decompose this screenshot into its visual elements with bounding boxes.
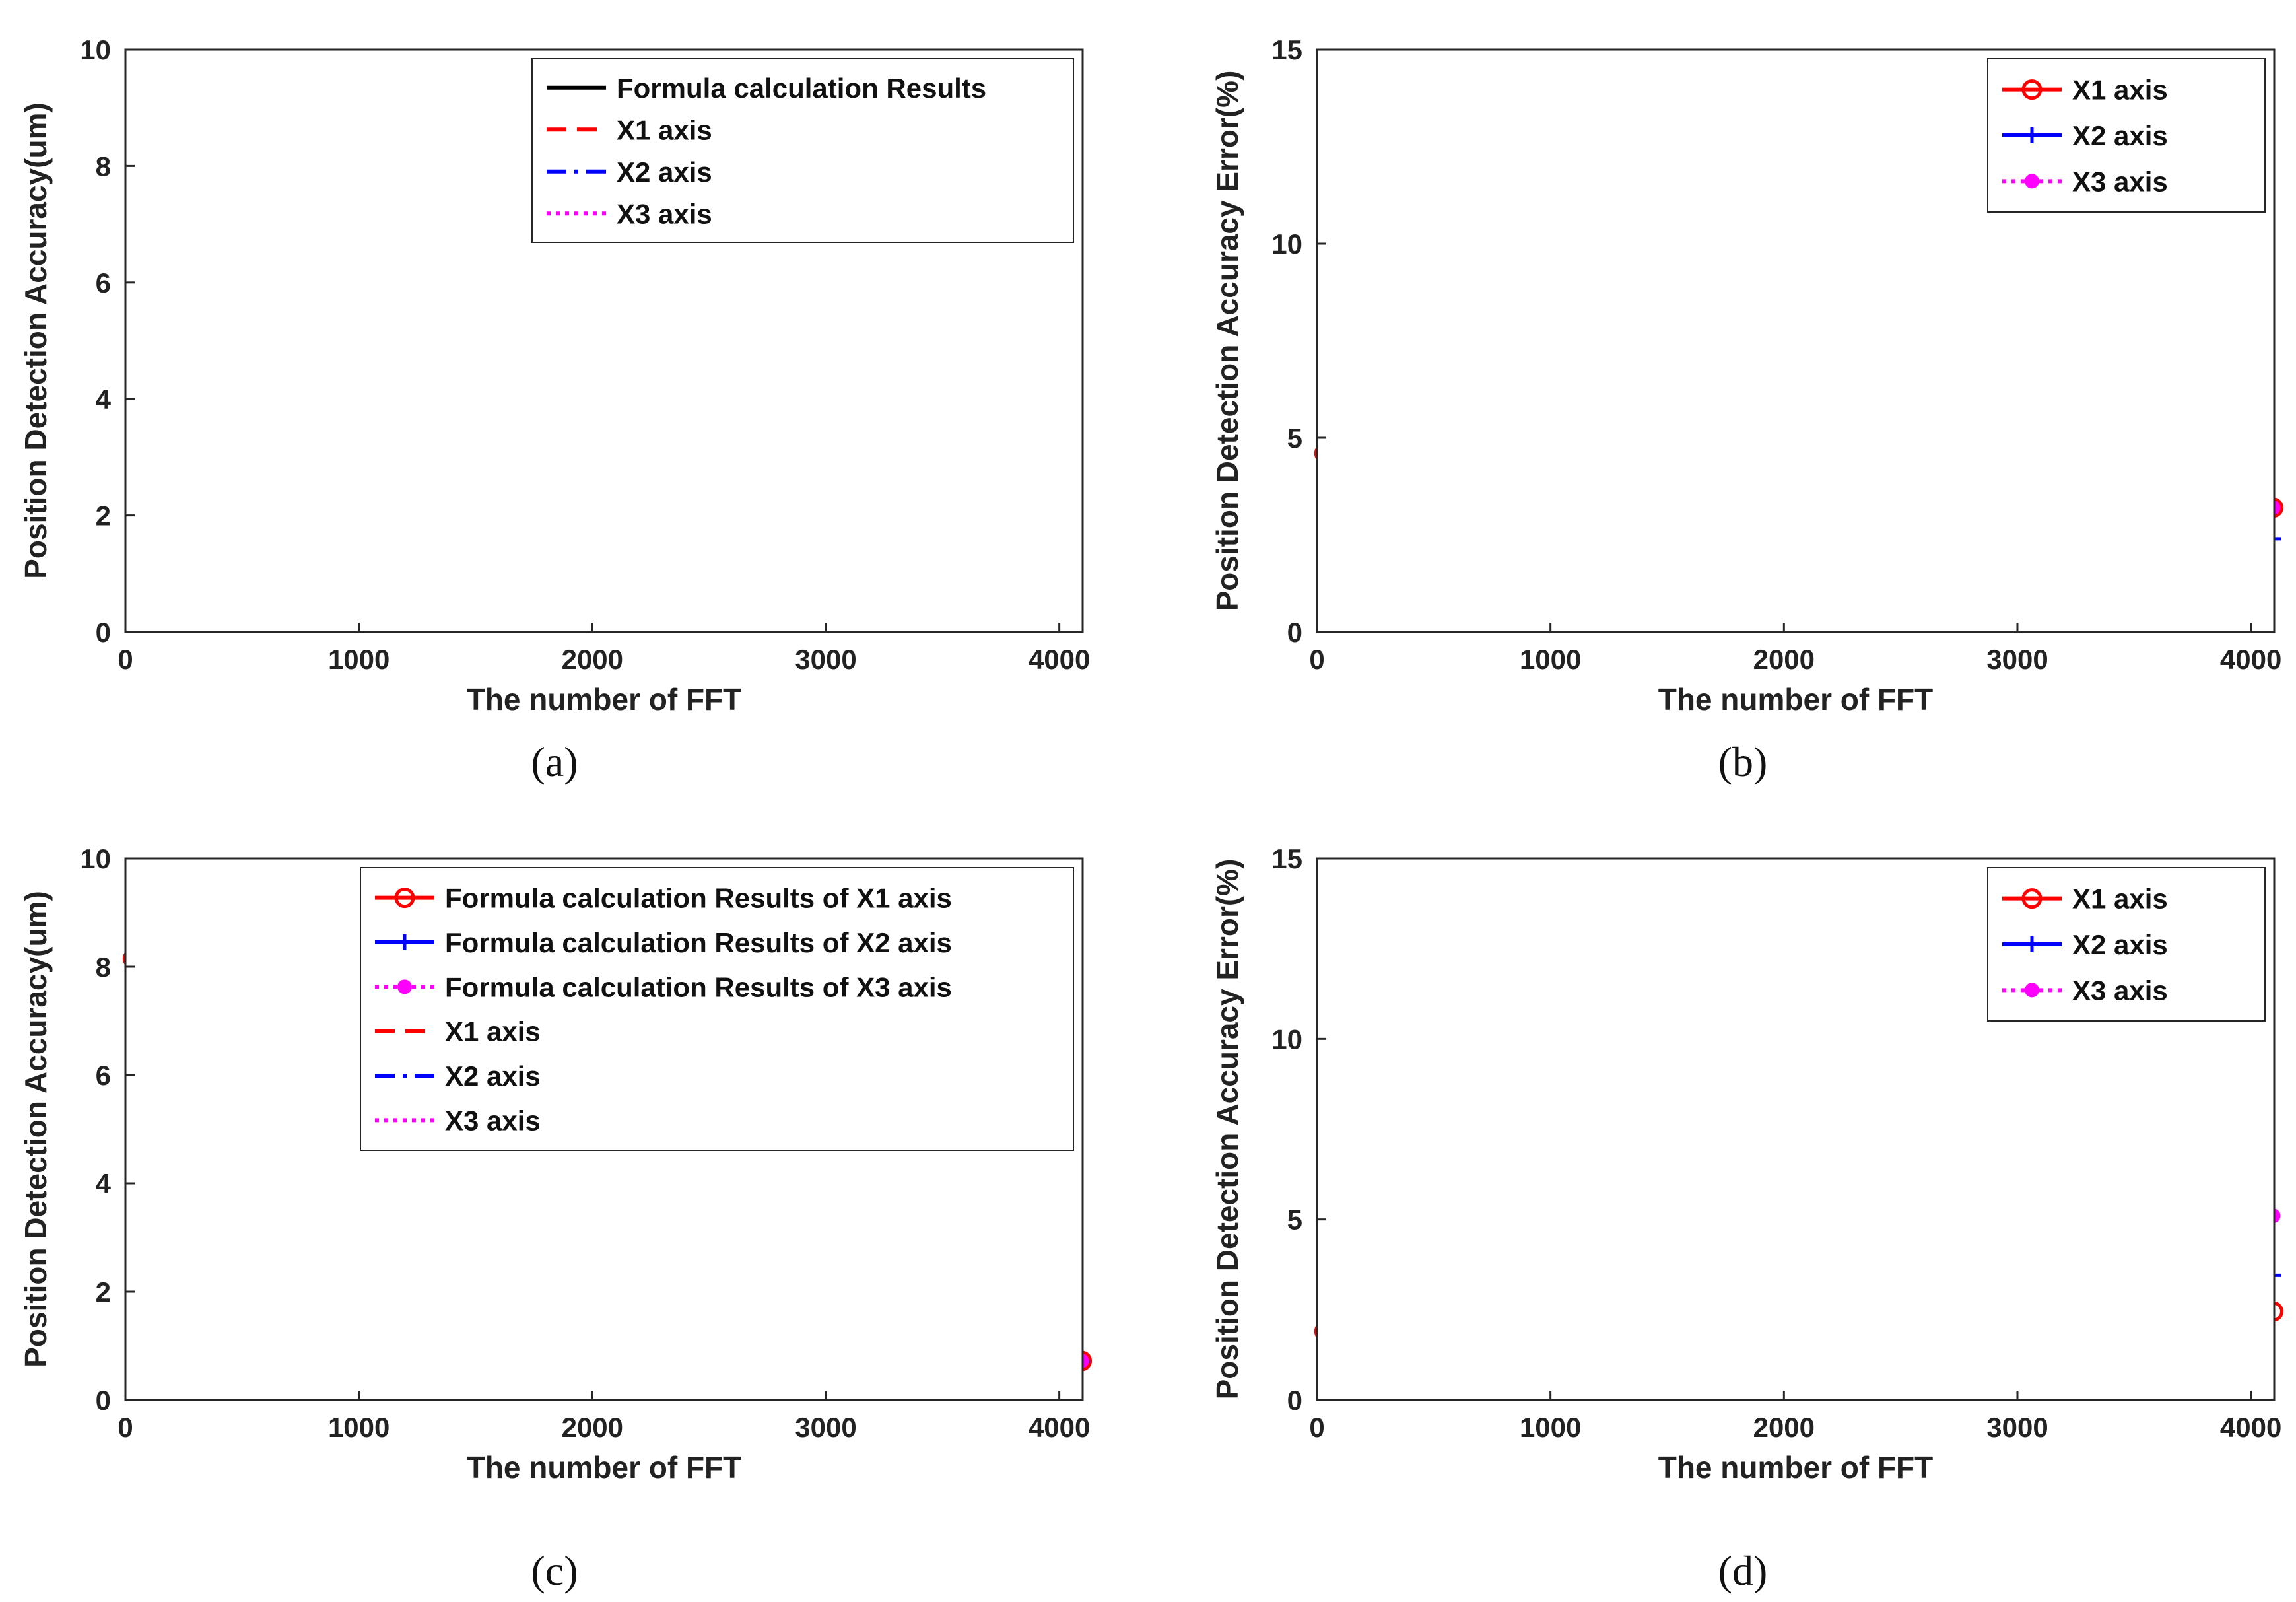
x-tick-label-a-2: 2000 (562, 644, 623, 675)
caption-b: (b) (1718, 738, 1768, 785)
legend-marker-b-2 (2025, 174, 2039, 189)
legend-marker-c-0 (394, 888, 415, 909)
legend-label-b-0: X1 axis (2072, 75, 2168, 106)
caption-d: (d) (1718, 1547, 1768, 1594)
caption-c: (c) (531, 1547, 578, 1594)
x-axis-title-a: The number of FFT (467, 682, 742, 716)
x-tick-label-c-1: 1000 (328, 1412, 389, 1443)
legend-label-b-2: X3 axis (2072, 166, 2168, 197)
y-axis-title-c: Position Detection Accuracy(um) (18, 891, 53, 1368)
legend-label-c-0: Formula calculation Results of X1 axis (445, 883, 952, 914)
x-tick-label-a-0: 0 (118, 644, 133, 675)
x-tick-label-c-0: 0 (118, 1412, 133, 1443)
x-tick-label-b-3: 3000 (1986, 644, 2048, 675)
y-tick-label-d-2: 10 (1271, 1024, 1302, 1055)
y-tick-label-a-1: 2 (96, 501, 111, 532)
x-tick-label-d-0: 0 (1309, 1412, 1324, 1443)
legend-label-a-2: X2 axis (617, 157, 712, 188)
y-tick-label-b-1: 5 (1287, 423, 1302, 454)
x-axis-title-b: The number of FFT (1658, 682, 1934, 716)
x-tick-label-b-0: 0 (1309, 644, 1324, 675)
y-tick-label-b-0: 0 (1287, 617, 1302, 648)
y-tick-label-c-5: 10 (80, 843, 111, 874)
x-tick-label-a-3: 3000 (795, 644, 856, 675)
x-tick-label-c-3: 3000 (795, 1412, 856, 1443)
y-tick-label-a-2: 4 (96, 384, 112, 415)
y-axis-title-d: Position Detection Accuracy Error(%) (1210, 859, 1244, 1400)
panel-c: 0 1000 2000 3000 4000 0 2 4 6 8 10 The number of FF… (18, 843, 1093, 1484)
x-tick-label-d-1: 1000 (1520, 1412, 1581, 1443)
y-tick-label-a-0: 0 (96, 617, 111, 648)
y-tick-label-c-0: 0 (96, 1385, 111, 1416)
legend-c (360, 867, 1074, 1151)
x-tick-label-c-4: 4000 (1029, 1412, 1090, 1443)
legend-marker-d-0 (2021, 888, 2043, 909)
y-tick-label-c-3: 6 (96, 1060, 111, 1091)
panel-b: 0 1000 2000 3000 4000 0 5 10 15 The number of FFT… (1210, 34, 2284, 716)
y-tick-label-b-2: 10 (1271, 228, 1302, 260)
x-tick-label-d-4: 4000 (2220, 1412, 2281, 1443)
x-tick-label-d-3: 3000 (1986, 1412, 2048, 1443)
panel-a: 0 1000 2000 3000 4000 0 2 4 6 8 10 The number of FF… (18, 34, 1090, 716)
y-tick-label-a-5: 10 (80, 34, 111, 65)
y-tick-label-a-4: 8 (96, 151, 111, 182)
legend-label-c-5: X3 axis (445, 1105, 541, 1136)
legend-label-a-3: X3 axis (617, 198, 712, 229)
legend-label-d-2: X3 axis (2072, 975, 2168, 1006)
legend-label-a-0: Formula calculation Results (617, 73, 986, 104)
legend-label-b-1: X2 axis (2072, 120, 2168, 151)
panel-d: 0 1000 2000 3000 4000 0 5 10 15 The number of FFT… (1210, 843, 2284, 1484)
legend-marker-d-1 (2024, 936, 2040, 952)
x-tick-label-a-4: 4000 (1029, 644, 1090, 675)
legend-label-c-3: X1 axis (445, 1016, 541, 1047)
y-tick-label-c-1: 2 (96, 1276, 111, 1307)
legend-a (531, 58, 1074, 243)
x-axis-title-c: The number of FFT (467, 1450, 742, 1484)
legend-marker-c-1 (397, 934, 413, 950)
legend-label-c-2: Formula calculation Results of X3 axis (445, 971, 952, 1002)
x-tick-label-c-2: 2000 (562, 1412, 623, 1443)
x-tick-label-b-4: 4000 (2220, 644, 2281, 675)
x-tick-label-b-1: 1000 (1520, 644, 1581, 675)
caption-a: (a) (531, 738, 578, 785)
y-tick-label-a-3: 6 (96, 267, 111, 298)
x-tick-label-b-2: 2000 (1753, 644, 1815, 675)
y-tick-label-c-2: 4 (96, 1168, 112, 1199)
x-axis-title-d: The number of FFT (1658, 1450, 1934, 1484)
y-tick-label-d-0: 0 (1287, 1385, 1302, 1416)
legend-label-c-1: Formula calculation Results of X2 axis (445, 927, 952, 958)
legend-label-a-1: X1 axis (617, 114, 712, 145)
legend-marker-c-2 (397, 979, 412, 994)
legend-marker-b-0 (2021, 79, 2043, 100)
legend-label-d-0: X1 axis (2072, 884, 2168, 915)
legend-marker-b-1 (2024, 127, 2040, 143)
y-tick-label-b-3: 15 (1271, 34, 1302, 65)
y-axis-title-a: Position Detection Accuracy(um) (18, 102, 53, 579)
y-tick-label-c-4: 8 (96, 952, 111, 983)
legend-marker-d-2 (2025, 983, 2039, 998)
y-axis-title-b: Position Detection Accuracy Error(%) (1210, 71, 1244, 611)
y-tick-label-d-3: 15 (1271, 843, 1302, 874)
legend-label-c-4: X2 axis (445, 1061, 541, 1092)
x-tick-label-a-1: 1000 (328, 644, 389, 675)
x-tick-label-d-2: 2000 (1753, 1412, 1815, 1443)
legend-label-d-1: X2 axis (2072, 929, 2168, 960)
y-tick-label-d-1: 5 (1287, 1204, 1302, 1236)
